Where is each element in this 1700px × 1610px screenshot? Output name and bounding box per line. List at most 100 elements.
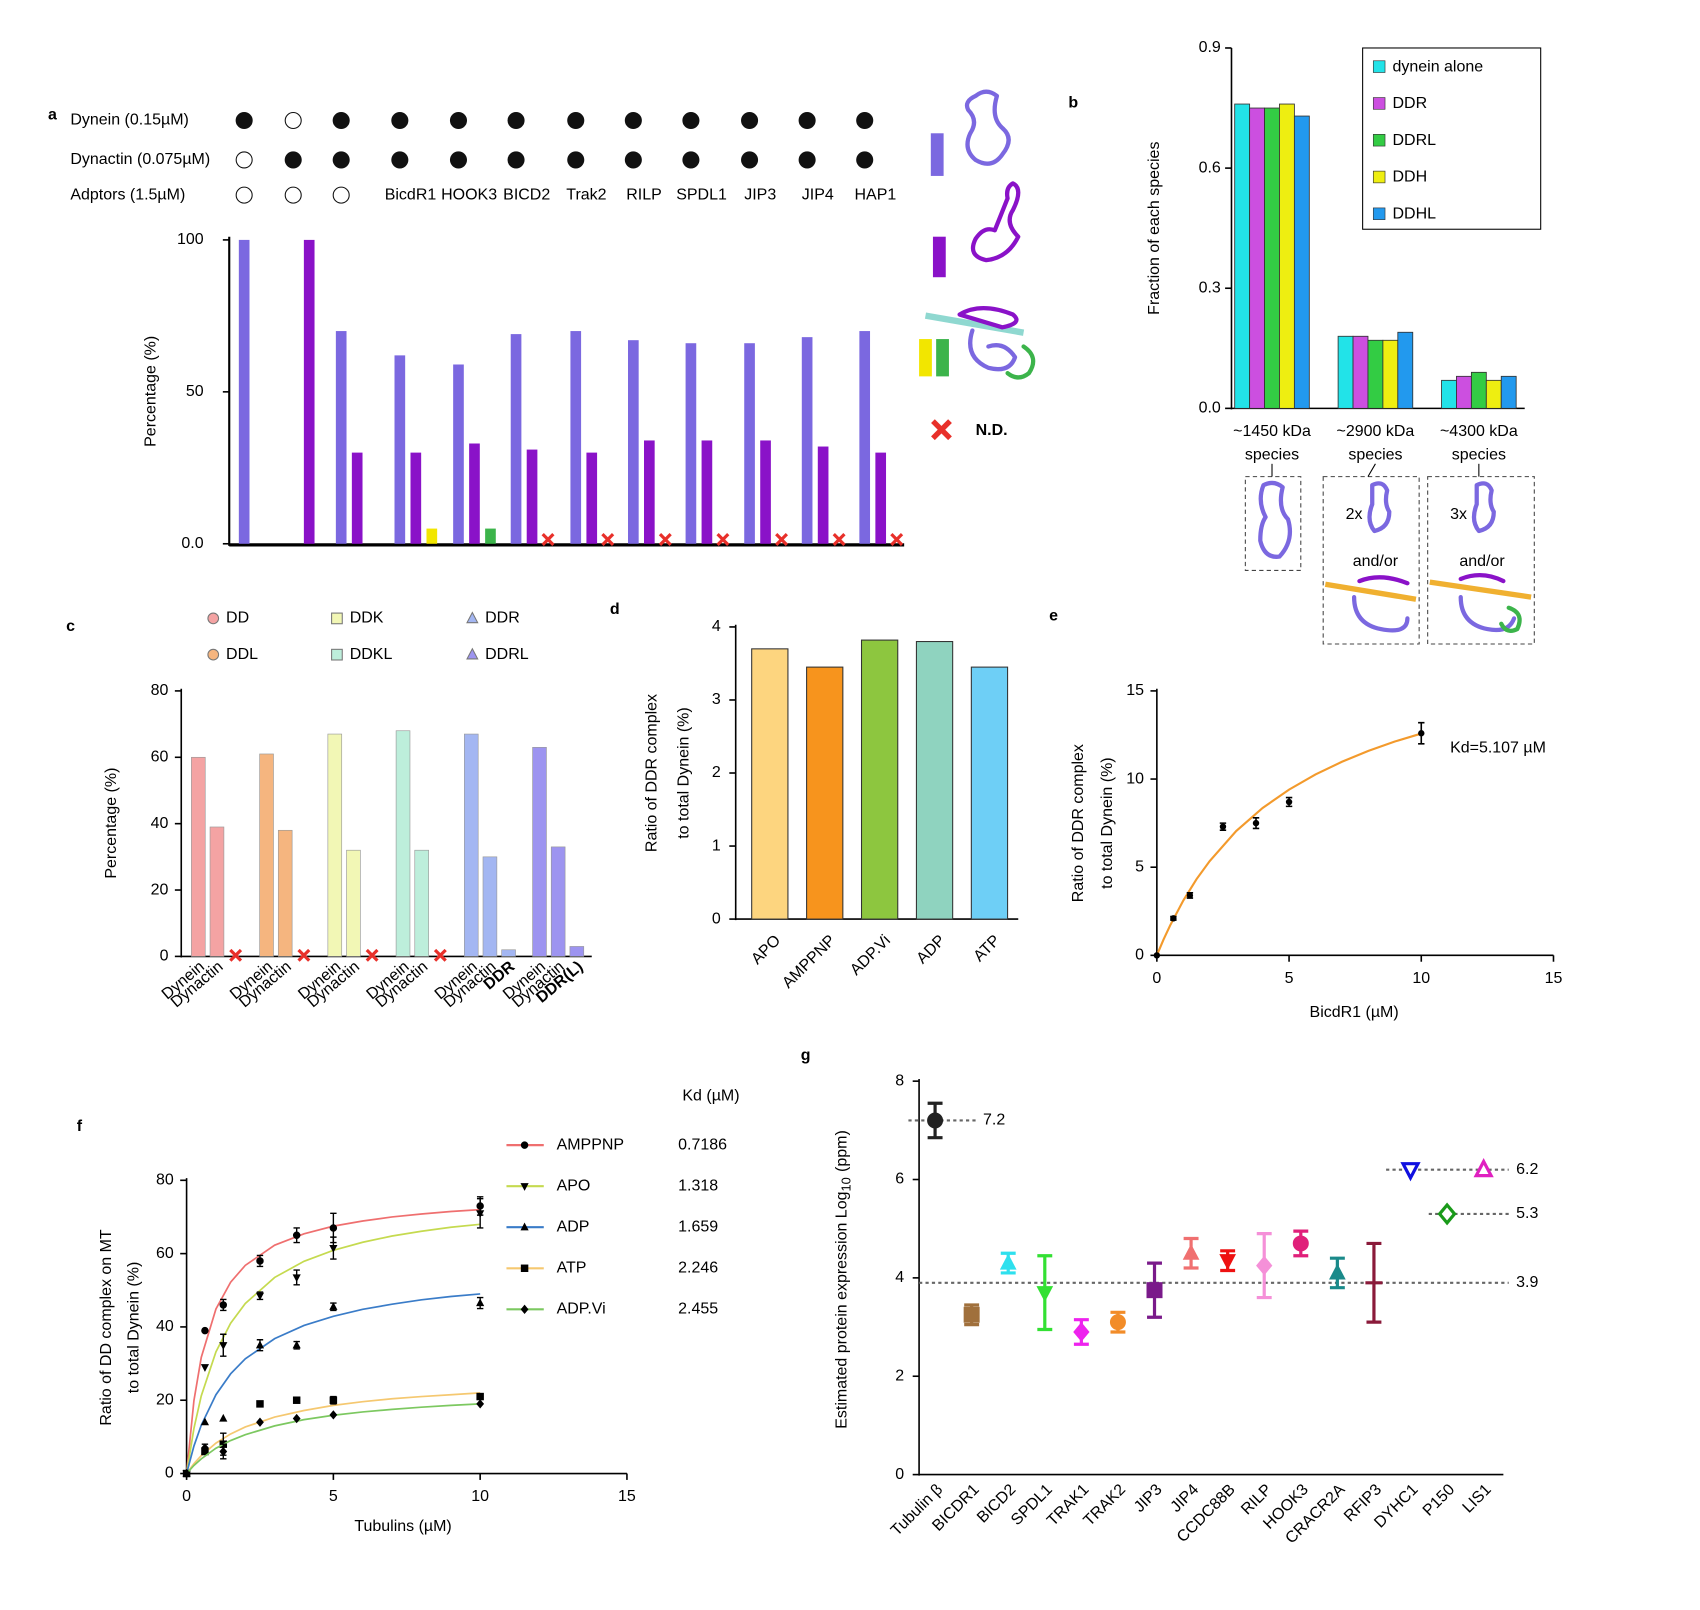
axis-title: to total Dynein (%) — [1099, 757, 1116, 888]
point — [1285, 798, 1293, 806]
y-tick-label: 80 — [156, 1172, 174, 1189]
legend-marker — [331, 612, 343, 625]
legend-label: AMPPNP — [557, 1136, 625, 1153]
present-dot — [624, 151, 642, 169]
point — [1146, 1282, 1163, 1299]
bar — [1249, 107, 1265, 409]
y-tick-label: 60 — [156, 1245, 174, 1262]
nd-stroke — [658, 533, 672, 546]
point — [1073, 1322, 1090, 1342]
y-tick-label: 20 — [151, 881, 169, 898]
nd-stroke — [433, 948, 447, 962]
nd-stroke — [716, 533, 730, 546]
present-dot — [741, 111, 759, 130]
adaptor-label: RILP — [626, 186, 662, 203]
row-label: Dynactin (0.075µM) — [70, 151, 210, 168]
bar — [485, 528, 496, 544]
legend-label: dynein alone — [1392, 58, 1483, 75]
point — [476, 1399, 485, 1409]
bar — [191, 756, 206, 957]
y-tick-label: 60 — [151, 749, 169, 766]
legend-title: Kd (µM) — [682, 1087, 739, 1104]
kd-value: 2.455 — [678, 1301, 718, 1318]
bar — [1264, 107, 1280, 409]
bar — [482, 856, 498, 957]
point — [292, 1413, 301, 1424]
reference-label: 3.9 — [1516, 1274, 1538, 1291]
y-tick-label: 0 — [165, 1465, 174, 1482]
annotation: and/or — [1353, 553, 1399, 570]
bar — [586, 452, 598, 544]
axis-title: Percentage (%) — [103, 768, 120, 879]
present-dot — [624, 111, 642, 130]
legend-marker — [520, 1222, 529, 1231]
bar — [532, 747, 547, 957]
adaptor-label: BicdR1 — [385, 186, 437, 203]
panel-letter: c — [66, 618, 75, 635]
legend-label: DDRL — [1392, 132, 1436, 149]
structure-icon — [1258, 480, 1292, 559]
present-dot — [856, 111, 874, 130]
bar — [1234, 103, 1251, 409]
nd-stroke — [832, 533, 846, 546]
panel-letter: e — [1049, 607, 1058, 624]
y-tick-label: 6 — [895, 1171, 904, 1188]
legend-label: DDR — [485, 610, 520, 627]
y-tick-label: 0.3 — [1199, 279, 1221, 296]
x-tick-label: species — [1245, 446, 1299, 463]
bar — [644, 440, 655, 544]
point — [476, 1298, 485, 1307]
nd-label: N.D. — [976, 422, 1008, 439]
x-tick-label: species — [1348, 446, 1402, 463]
y-tick-label: 0 — [712, 910, 721, 927]
x-tick-label: ~4300 kDa — [1440, 423, 1518, 440]
point — [219, 1342, 228, 1350]
legend-label: DDK — [350, 610, 384, 627]
reference-label: 7.2 — [983, 1112, 1005, 1129]
point — [200, 1364, 210, 1372]
x-tick-label: P150 — [1420, 1481, 1458, 1519]
bar — [526, 449, 538, 544]
bar — [550, 846, 566, 957]
axis-title: Percentage (%) — [143, 336, 160, 447]
nd-stroke — [890, 533, 904, 546]
structure-icon — [1367, 481, 1392, 534]
point — [200, 1417, 210, 1426]
bar — [1397, 331, 1414, 409]
point — [329, 1396, 338, 1404]
axis-title: to total Dynein (%) — [126, 1262, 143, 1393]
y-tick-label: 5 — [1135, 858, 1144, 875]
legend-marker — [520, 1264, 529, 1273]
legend-label: DDL — [226, 646, 258, 663]
nd-stroke — [365, 948, 379, 962]
bar — [628, 340, 639, 544]
reference-label: 5.3 — [1516, 1205, 1538, 1222]
x-tick-label: 5 — [329, 1488, 338, 1505]
present-dot — [449, 111, 468, 130]
adaptor-label: HOOK3 — [441, 186, 497, 203]
bar — [701, 440, 713, 544]
axis-title: to total Dynein (%) — [676, 707, 693, 838]
present-dot — [856, 151, 874, 169]
x-tick-label: AMPPNP — [779, 932, 839, 992]
bar — [760, 440, 771, 544]
bar — [685, 343, 697, 544]
present-dot — [332, 111, 350, 130]
bar — [303, 239, 315, 544]
y-tick-label: 0.0 — [181, 535, 203, 552]
schematic-box — [1322, 476, 1420, 645]
y-tick-label: 0 — [895, 1466, 904, 1483]
point — [256, 1257, 264, 1265]
point — [999, 1253, 1017, 1270]
point — [476, 1392, 484, 1401]
point — [476, 1210, 485, 1218]
bar — [510, 334, 522, 544]
point — [219, 1301, 228, 1309]
x-tick-label: JIP3 — [1131, 1481, 1166, 1516]
bar — [414, 849, 429, 957]
x-tick-label: ADP — [914, 932, 949, 967]
point — [1329, 1263, 1346, 1280]
legend-label: DDH — [1392, 169, 1427, 186]
bar — [394, 355, 406, 544]
nd-stroke — [297, 948, 311, 962]
